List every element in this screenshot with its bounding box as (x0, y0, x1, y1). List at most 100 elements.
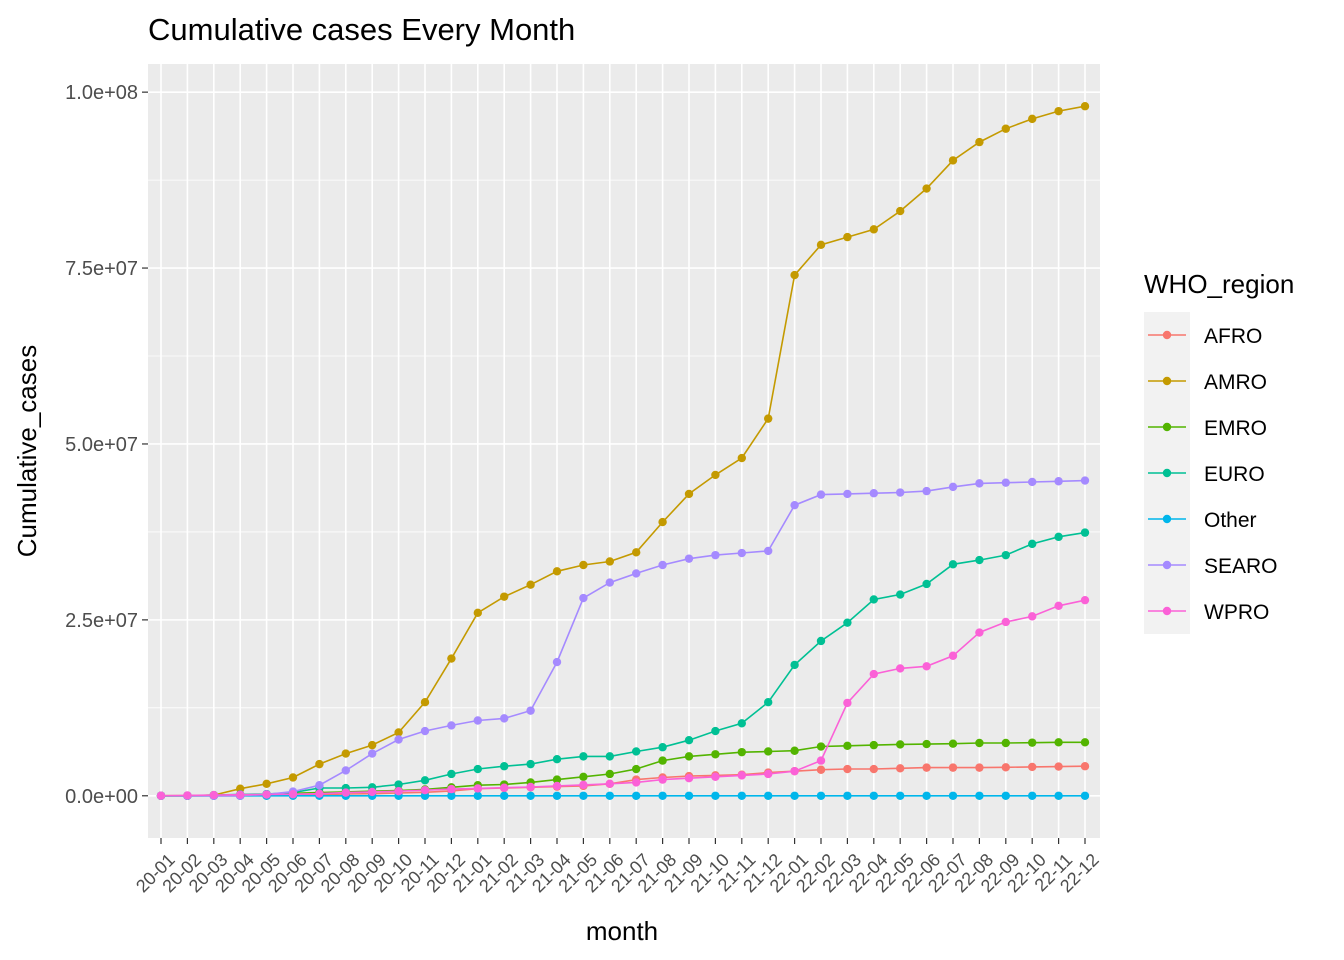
data-point (896, 740, 905, 749)
data-point (737, 719, 746, 728)
data-point (394, 787, 403, 796)
data-point (632, 778, 641, 787)
legend-key-point (1162, 422, 1172, 432)
data-point (816, 490, 826, 499)
data-point (1028, 791, 1037, 800)
series-searo (156, 476, 1090, 800)
legend-key-point (1162, 330, 1172, 340)
data-point (737, 453, 746, 463)
data-point (896, 664, 905, 673)
legend-key-point (1162, 468, 1172, 478)
data-point (368, 740, 377, 750)
data-point (1028, 114, 1037, 124)
data-point (315, 789, 324, 798)
data-point (843, 764, 852, 774)
data-point (684, 773, 694, 783)
data-point (315, 759, 324, 769)
data-point (658, 517, 667, 527)
data-point (552, 791, 562, 800)
series-wpro (156, 595, 1090, 800)
data-point (816, 765, 826, 774)
data-point (1054, 791, 1063, 800)
plot-panel (148, 64, 1100, 838)
data-point (447, 791, 456, 800)
legend-item-wpro: WPRO (1144, 588, 1269, 634)
data-point (711, 791, 720, 800)
data-point (1001, 763, 1010, 772)
data-point (816, 636, 826, 646)
data-point (579, 791, 588, 800)
data-point (790, 791, 799, 800)
data-point (790, 746, 799, 755)
data-point (1054, 477, 1063, 486)
data-point (816, 240, 826, 250)
data-point (764, 546, 773, 556)
data-point (262, 790, 271, 799)
data-point (896, 764, 905, 773)
data-point (1054, 106, 1063, 116)
data-point (843, 489, 852, 499)
data-point (869, 669, 878, 679)
legend-label: Other (1204, 509, 1257, 532)
data-point (552, 567, 562, 576)
legend-item-emro: EMRO (1144, 404, 1267, 450)
data-point (1001, 738, 1010, 748)
grid-minor (148, 179, 1100, 709)
y-tick-label: 7.5e+07 (65, 258, 138, 280)
data-point (764, 769, 773, 779)
grid-major (148, 64, 1100, 838)
data-point (658, 743, 667, 752)
data-point (948, 763, 958, 772)
data-point (896, 488, 905, 497)
legend-items: AFRO AMRO EMRO EURO Other SEARO WPRO (1144, 312, 1278, 634)
data-point (473, 784, 482, 793)
data-point (605, 557, 614, 566)
data-point (737, 747, 746, 757)
data-point (500, 592, 509, 601)
data-point (816, 791, 826, 800)
data-point (896, 791, 905, 800)
data-point (684, 752, 694, 761)
data-point (420, 785, 430, 795)
data-point (605, 578, 614, 587)
data-point (869, 764, 878, 774)
data-point (156, 791, 166, 800)
data-point (896, 206, 905, 216)
legend-key-point (1162, 514, 1172, 524)
chart-title: Cumulative cases Every Month (148, 12, 575, 47)
data-point (948, 482, 958, 492)
data-point (684, 735, 694, 745)
data-point (684, 489, 694, 499)
legend: WHO_region AFRO AMRO EMRO EURO Other SEARO WPR… (1144, 269, 1294, 634)
data-point (1080, 476, 1090, 485)
data-point (552, 754, 562, 764)
data-point (420, 697, 430, 707)
data-point (605, 791, 614, 800)
data-point (975, 555, 984, 565)
legend-key-point (1162, 606, 1172, 616)
legend-item-euro: EURO (1144, 450, 1265, 496)
series-line-euro (161, 531, 1086, 797)
data-point (1080, 791, 1090, 800)
data-point (816, 756, 826, 765)
data-point (632, 548, 641, 557)
data-point (975, 763, 984, 772)
data-point (420, 726, 430, 736)
data-point (843, 618, 852, 627)
data-point (975, 479, 984, 488)
data-point (1080, 595, 1090, 605)
data-point (764, 697, 773, 707)
data-point (1028, 738, 1037, 747)
data-point (1001, 791, 1010, 800)
data-point (209, 790, 218, 800)
y-tick-label: 5.0e+07 (65, 434, 138, 456)
data-point (526, 580, 535, 589)
data-point (526, 782, 535, 792)
data-point (684, 791, 694, 800)
data-point (658, 791, 667, 800)
data-point (341, 749, 350, 758)
data-point (368, 787, 377, 797)
legend-label: AMRO (1204, 371, 1267, 394)
data-point (1001, 478, 1010, 487)
